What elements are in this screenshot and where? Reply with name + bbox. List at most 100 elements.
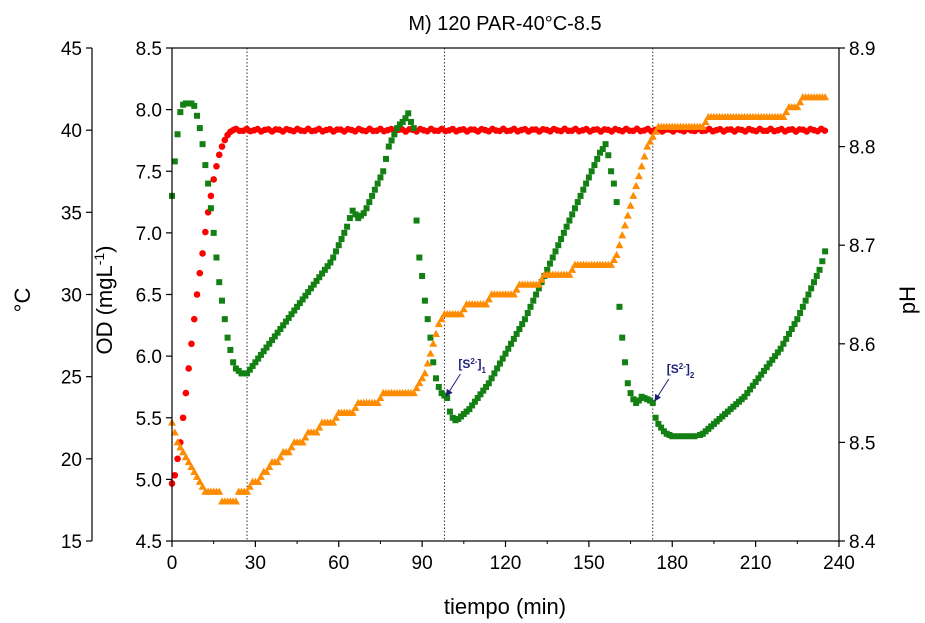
od-point (588, 168, 595, 175)
ph-point (418, 374, 427, 382)
od-point (491, 370, 498, 377)
ph-point (415, 379, 424, 387)
temp-tick-label: 45 (61, 39, 82, 60)
od-point (630, 396, 637, 403)
temp-point (179, 414, 187, 422)
od-point (202, 162, 209, 169)
od-point (369, 192, 376, 199)
od-point (549, 254, 556, 261)
temp-point (196, 269, 204, 277)
od-point (191, 102, 198, 109)
od-point (174, 131, 181, 138)
ph-point (648, 132, 657, 140)
od-point (758, 371, 765, 378)
od-point (594, 155, 601, 162)
od-point (616, 303, 623, 310)
od-point (405, 110, 412, 117)
x-tick-label: 240 (823, 553, 855, 574)
od-point (338, 236, 345, 243)
od-point (483, 383, 490, 390)
annotation-label: [S2-]2 (667, 361, 695, 379)
od-point (177, 109, 184, 116)
od-point (813, 273, 820, 280)
od-point (502, 350, 509, 357)
od-point (210, 229, 217, 236)
ph-point (187, 462, 196, 471)
od-point (521, 316, 528, 323)
od-point (416, 254, 423, 261)
od-point (321, 266, 328, 273)
ph-point (512, 285, 521, 293)
ph-point (651, 127, 660, 135)
chart-title: M) 120 PAR-40°C-8.5 (408, 13, 601, 35)
x-tick-label: 30 (245, 553, 266, 574)
od-tick-label: 4.5 (136, 532, 162, 553)
od-point (394, 125, 401, 132)
od-point (583, 180, 590, 187)
od-point (332, 248, 339, 255)
od-point (305, 289, 312, 296)
od-point (769, 356, 776, 363)
od-tick-label: 6.0 (136, 347, 162, 368)
od-point (619, 334, 626, 341)
od-point (569, 211, 576, 218)
temp-point (199, 250, 206, 257)
temp-tick-label: 15 (61, 532, 82, 553)
od-point (755, 375, 762, 382)
od-axis-title-sup: -1 (91, 253, 107, 266)
ph-point (276, 452, 285, 461)
temp-axis-title: °C (10, 288, 35, 313)
temp-point (182, 389, 190, 397)
od-point (199, 141, 206, 148)
od-point (624, 380, 631, 387)
ph-point (621, 221, 630, 229)
od-point (282, 318, 289, 325)
od-point (216, 279, 223, 286)
od-point (341, 229, 348, 236)
od-point (552, 248, 559, 255)
od-point (774, 349, 781, 356)
ph-point (348, 408, 357, 416)
ph-point (195, 477, 204, 485)
od-point (574, 199, 581, 206)
od-point (655, 420, 662, 427)
od-point (244, 370, 251, 377)
ph-point (643, 142, 652, 150)
od-point (749, 382, 756, 389)
od-point (377, 174, 384, 181)
od-point (363, 205, 370, 212)
od-point (224, 334, 231, 341)
ph-point (170, 428, 179, 436)
od-point (335, 242, 342, 249)
ph-point (457, 310, 466, 318)
ph-point (284, 448, 293, 456)
od-point (421, 297, 428, 304)
temp-point (221, 136, 229, 144)
od-point (446, 408, 453, 415)
ph-point (612, 250, 621, 259)
od-point (299, 296, 306, 303)
annotation-label-base: [S (667, 362, 679, 376)
temp-point (218, 143, 226, 150)
ph-tick-label: 8.9 (849, 39, 875, 60)
data-series (168, 93, 830, 505)
od-point (794, 316, 801, 323)
od-point (480, 387, 487, 394)
ph-point (623, 211, 632, 219)
od-axis-title: OD (mgL-1) (91, 245, 117, 354)
od-point (622, 359, 629, 366)
od-point (171, 158, 178, 165)
od-point (524, 309, 531, 316)
od-point (810, 279, 817, 286)
od-point (435, 383, 442, 390)
od-point (766, 360, 773, 367)
ph-point (256, 472, 265, 480)
temp-tick-label: 30 (61, 286, 82, 307)
x-tick-label: 180 (656, 553, 688, 574)
ph-point (198, 482, 207, 490)
od-point (285, 314, 292, 321)
ph-axis-title: pH (895, 286, 920, 314)
od-point (752, 379, 759, 386)
ph-point (184, 457, 193, 466)
od-point (519, 321, 526, 328)
